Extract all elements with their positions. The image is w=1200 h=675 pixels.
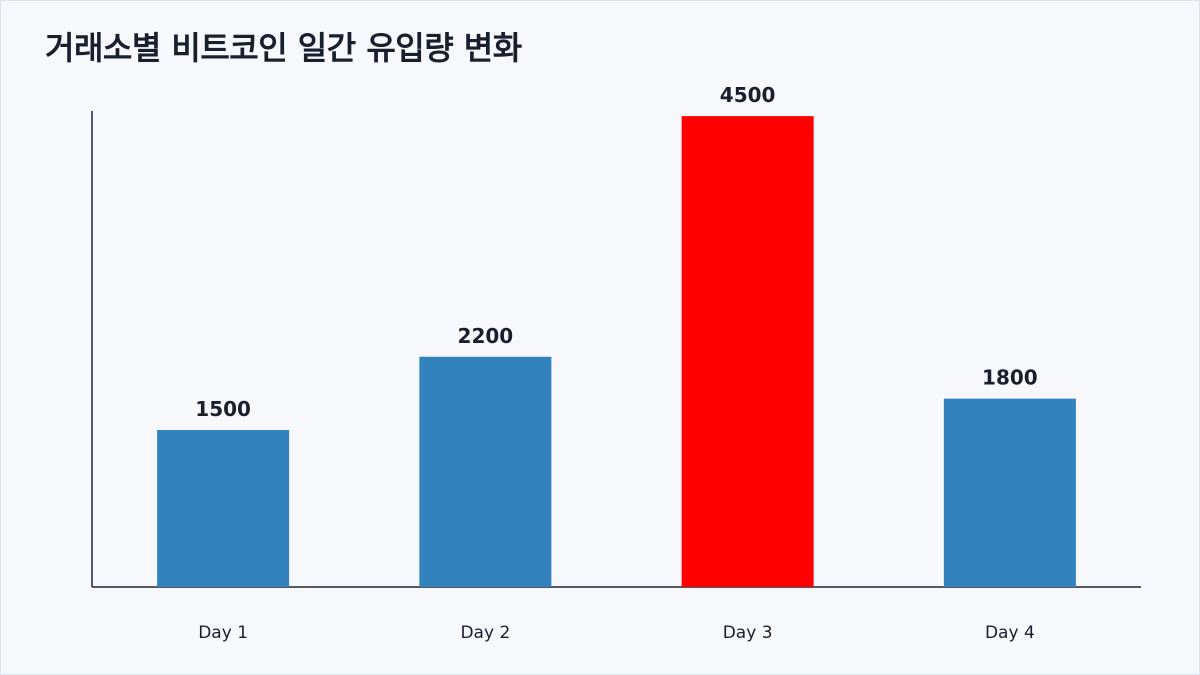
bar-2	[419, 356, 552, 587]
x-tick-label-1: Day 1	[198, 623, 248, 643]
bar-4	[943, 398, 1076, 587]
x-tick-label-2: Day 2	[460, 623, 510, 643]
bar-3	[681, 116, 814, 587]
x-tick-label-3: Day 3	[723, 623, 773, 643]
value-label-3: 4500	[720, 83, 776, 107]
value-label-1: 1500	[195, 397, 251, 421]
value-label-2: 2200	[458, 324, 514, 348]
bar-1	[157, 430, 290, 587]
tick-labels-group: Day 1 Day 2 Day 3 Day 4	[198, 623, 1035, 643]
value-label-4: 1800	[982, 366, 1038, 390]
chart-title: 거래소별 비트코인 일간 유입량 변화	[45, 29, 522, 67]
x-tick-label-4: Day 4	[985, 623, 1035, 643]
bars-group	[157, 116, 1076, 587]
value-labels-group: 1500 2200 4500 1800	[195, 83, 1037, 421]
